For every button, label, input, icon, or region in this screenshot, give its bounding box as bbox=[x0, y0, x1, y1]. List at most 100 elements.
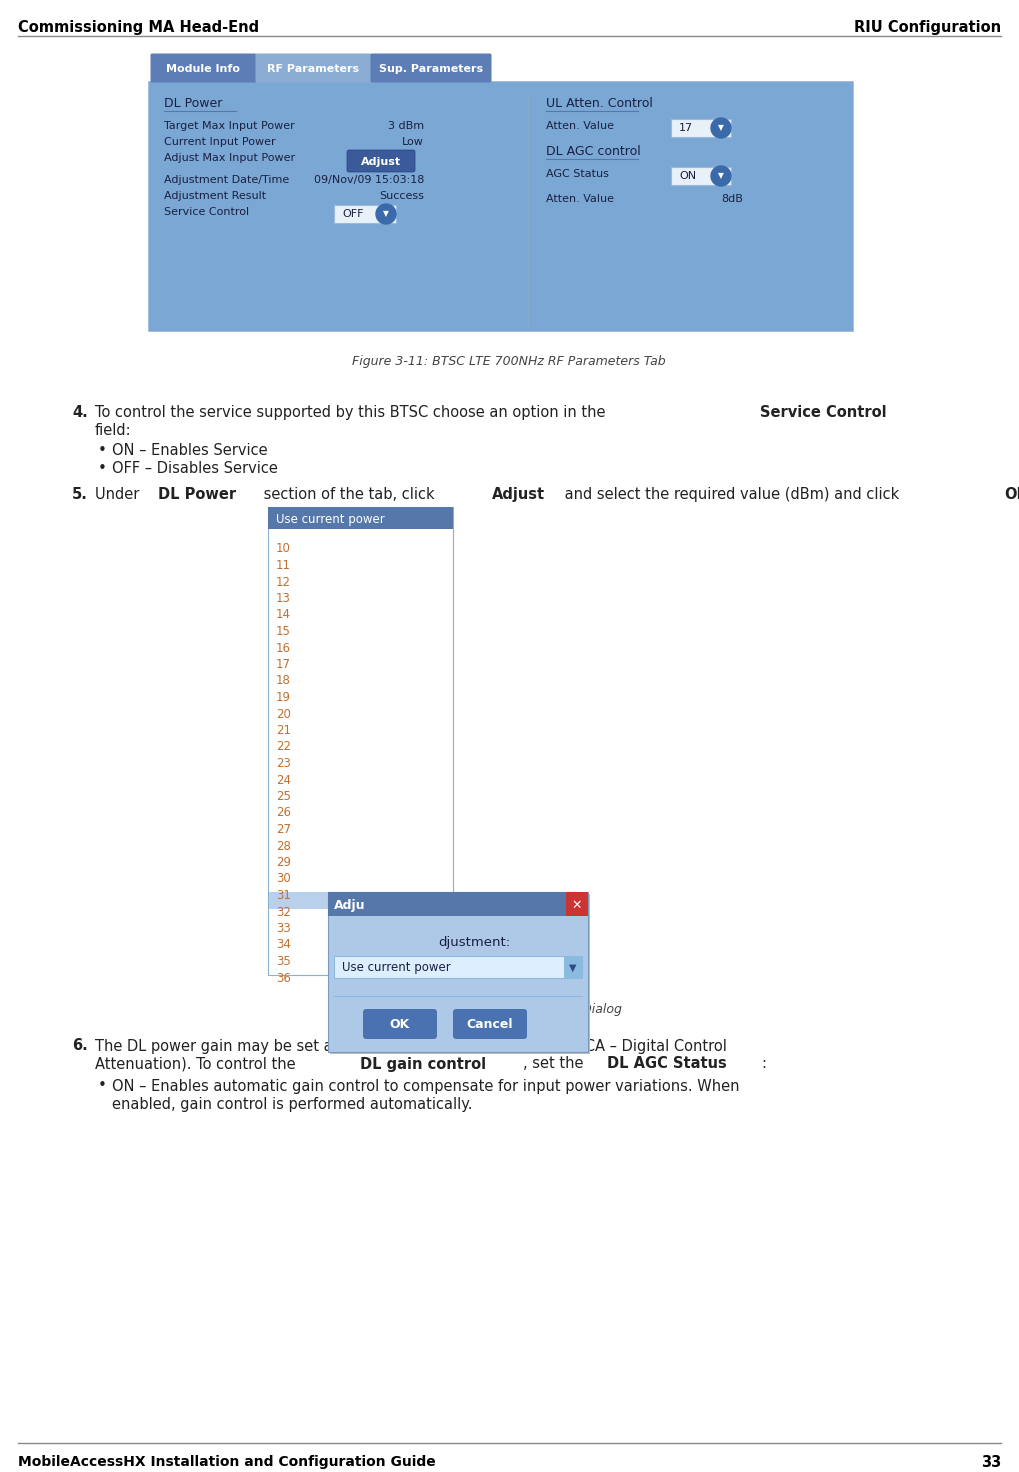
Text: 18: 18 bbox=[276, 674, 290, 687]
Text: UL Atten. Control: UL Atten. Control bbox=[546, 97, 653, 110]
Text: 8dB: 8dB bbox=[721, 194, 743, 205]
Text: ON: ON bbox=[679, 171, 696, 181]
Text: 5.: 5. bbox=[72, 487, 88, 502]
Text: 33: 33 bbox=[980, 1454, 1001, 1471]
Bar bbox=[328, 892, 588, 916]
Text: field:: field: bbox=[95, 422, 131, 439]
Text: ▼: ▼ bbox=[383, 209, 389, 218]
Text: •: • bbox=[98, 443, 107, 458]
Bar bbox=[671, 166, 731, 185]
Text: enabled, gain control is performed automatically.: enabled, gain control is performed autom… bbox=[112, 1097, 473, 1111]
Bar bbox=[334, 955, 582, 977]
Text: 09/Nov/09 15:03:18: 09/Nov/09 15:03:18 bbox=[314, 175, 424, 185]
Text: 16: 16 bbox=[276, 642, 291, 655]
Text: DL AGC Status: DL AGC Status bbox=[606, 1057, 727, 1072]
Bar bbox=[671, 119, 731, 137]
Text: Current Input Power: Current Input Power bbox=[164, 137, 275, 147]
Text: MobileAccessHX Installation and Configuration Guide: MobileAccessHX Installation and Configur… bbox=[18, 1454, 436, 1469]
Text: 22: 22 bbox=[276, 740, 291, 754]
Text: DL AGC control: DL AGC control bbox=[546, 146, 641, 158]
Text: and select the required value (dBm) and click: and select the required value (dBm) and … bbox=[560, 487, 904, 502]
Text: 28: 28 bbox=[276, 839, 290, 852]
Text: 27: 27 bbox=[276, 823, 291, 836]
Text: 11: 11 bbox=[276, 559, 291, 573]
Text: DL gain control: DL gain control bbox=[360, 1057, 486, 1072]
Bar bbox=[268, 506, 453, 528]
Text: 13: 13 bbox=[276, 592, 290, 605]
Text: DL Power: DL Power bbox=[158, 487, 236, 502]
FancyBboxPatch shape bbox=[256, 53, 372, 82]
Text: Module Info: Module Info bbox=[166, 63, 240, 74]
Text: Adjust: Adjust bbox=[361, 158, 401, 166]
Text: Use current power: Use current power bbox=[276, 512, 385, 526]
Text: 20: 20 bbox=[276, 708, 290, 720]
Text: Target Max Input Power: Target Max Input Power bbox=[164, 121, 294, 131]
Circle shape bbox=[711, 166, 731, 185]
Circle shape bbox=[711, 118, 731, 138]
Text: Success: Success bbox=[379, 191, 424, 202]
Text: Atten. Value: Atten. Value bbox=[546, 121, 614, 131]
Text: 33: 33 bbox=[276, 921, 290, 935]
Text: 35: 35 bbox=[276, 955, 290, 969]
Bar bbox=[269, 892, 452, 908]
Text: AGC Status: AGC Status bbox=[546, 169, 609, 180]
Text: Figure 3-12: DL Power Adjust Dialog: Figure 3-12: DL Power Adjust Dialog bbox=[396, 1002, 622, 1016]
Text: 19: 19 bbox=[276, 690, 291, 704]
Text: section of the tab, click: section of the tab, click bbox=[259, 487, 439, 502]
Text: 25: 25 bbox=[276, 790, 290, 804]
Text: OFF: OFF bbox=[342, 209, 364, 219]
Text: Under: Under bbox=[95, 487, 144, 502]
Text: ▼: ▼ bbox=[570, 963, 577, 973]
Bar bbox=[566, 892, 588, 916]
Text: Figure 3-11: BTSC LTE 700NHz RF Parameters Tab: Figure 3-11: BTSC LTE 700NHz RF Paramete… bbox=[353, 355, 665, 368]
Text: •: • bbox=[98, 461, 107, 475]
Text: Sup. Parameters: Sup. Parameters bbox=[379, 63, 483, 74]
Text: , set the: , set the bbox=[523, 1057, 588, 1072]
Text: Cancel: Cancel bbox=[467, 1019, 514, 1032]
Text: djustment:: djustment: bbox=[438, 936, 511, 949]
Bar bbox=[330, 894, 590, 1054]
Text: •: • bbox=[98, 1079, 107, 1094]
Text: OK: OK bbox=[1004, 487, 1019, 502]
Text: Atten. Value: Atten. Value bbox=[546, 194, 614, 205]
Text: 26: 26 bbox=[276, 807, 291, 820]
Text: 34: 34 bbox=[276, 939, 290, 951]
Text: 10: 10 bbox=[276, 543, 290, 555]
FancyBboxPatch shape bbox=[347, 150, 415, 172]
Text: Adjust Max Input Power: Adjust Max Input Power bbox=[164, 153, 296, 163]
Text: Low: Low bbox=[403, 137, 424, 147]
FancyBboxPatch shape bbox=[453, 1008, 527, 1039]
Text: 29: 29 bbox=[276, 857, 291, 868]
Text: 14: 14 bbox=[276, 608, 291, 621]
Text: OFF – Disables Service: OFF – Disables Service bbox=[112, 461, 278, 475]
Text: ON – Enables automatic gain control to compensate for input power variations. Wh: ON – Enables automatic gain control to c… bbox=[112, 1079, 740, 1094]
Circle shape bbox=[376, 205, 396, 224]
Text: DL Power: DL Power bbox=[164, 97, 222, 110]
Text: RF Parameters: RF Parameters bbox=[267, 63, 360, 74]
Text: Adjust: Adjust bbox=[491, 487, 545, 502]
Text: 32: 32 bbox=[276, 905, 290, 919]
Text: Use current power: Use current power bbox=[342, 961, 450, 974]
Bar bbox=[564, 955, 582, 977]
Text: 17: 17 bbox=[679, 124, 693, 132]
Text: 4.: 4. bbox=[72, 405, 88, 420]
Text: Adjustment Result: Adjustment Result bbox=[164, 191, 266, 202]
FancyBboxPatch shape bbox=[363, 1008, 437, 1039]
Text: ON – Enables Service: ON – Enables Service bbox=[112, 443, 268, 458]
Text: 24: 24 bbox=[276, 773, 291, 786]
Text: Service Control: Service Control bbox=[760, 405, 887, 420]
Text: 15: 15 bbox=[276, 626, 290, 637]
Text: The DL power gain may be set automatically (AGC) or manually (DCA – Digital Cont: The DL power gain may be set automatical… bbox=[95, 1039, 727, 1054]
Bar bbox=[334, 205, 396, 222]
Text: Service Control: Service Control bbox=[164, 208, 249, 216]
Text: Commissioning MA Head-End: Commissioning MA Head-End bbox=[18, 21, 259, 35]
Text: ▼: ▼ bbox=[718, 124, 723, 132]
Text: 3 dBm: 3 dBm bbox=[388, 121, 424, 131]
Text: 17: 17 bbox=[276, 658, 291, 671]
FancyBboxPatch shape bbox=[371, 53, 491, 82]
Text: Attenuation). To control the: Attenuation). To control the bbox=[95, 1057, 301, 1072]
Text: 6.: 6. bbox=[72, 1039, 88, 1054]
Text: 30: 30 bbox=[276, 873, 290, 886]
Text: Adjustment Date/Time: Adjustment Date/Time bbox=[164, 175, 289, 185]
Text: :: : bbox=[761, 1057, 766, 1072]
